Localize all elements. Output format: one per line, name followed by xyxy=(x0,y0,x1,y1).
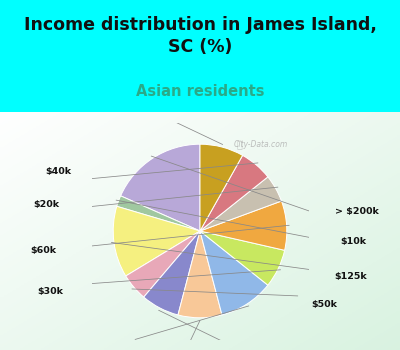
Text: City-Data.com: City-Data.com xyxy=(234,140,288,149)
Text: > $200k: > $200k xyxy=(334,208,378,216)
Text: $10k: $10k xyxy=(341,237,367,246)
Wedge shape xyxy=(200,144,242,231)
Text: $200k: $200k xyxy=(122,94,155,104)
Text: Income distribution in James Island,
SC (%): Income distribution in James Island, SC … xyxy=(24,16,376,56)
Wedge shape xyxy=(200,231,268,315)
Text: $20k: $20k xyxy=(33,201,59,209)
Wedge shape xyxy=(144,231,200,315)
Wedge shape xyxy=(200,155,268,231)
Text: ⓘ: ⓘ xyxy=(236,139,242,149)
Wedge shape xyxy=(178,231,222,318)
Text: Asian residents: Asian residents xyxy=(136,84,264,99)
Text: $60k: $60k xyxy=(31,246,57,254)
Text: $125k: $125k xyxy=(334,272,367,281)
Wedge shape xyxy=(200,231,285,285)
Wedge shape xyxy=(200,177,282,231)
Text: $50k: $50k xyxy=(311,300,337,309)
Wedge shape xyxy=(200,201,287,250)
Text: $30k: $30k xyxy=(37,287,63,296)
Wedge shape xyxy=(126,231,200,297)
Wedge shape xyxy=(121,144,200,231)
Text: $40k: $40k xyxy=(46,168,72,176)
Wedge shape xyxy=(113,206,200,276)
Wedge shape xyxy=(117,196,200,231)
